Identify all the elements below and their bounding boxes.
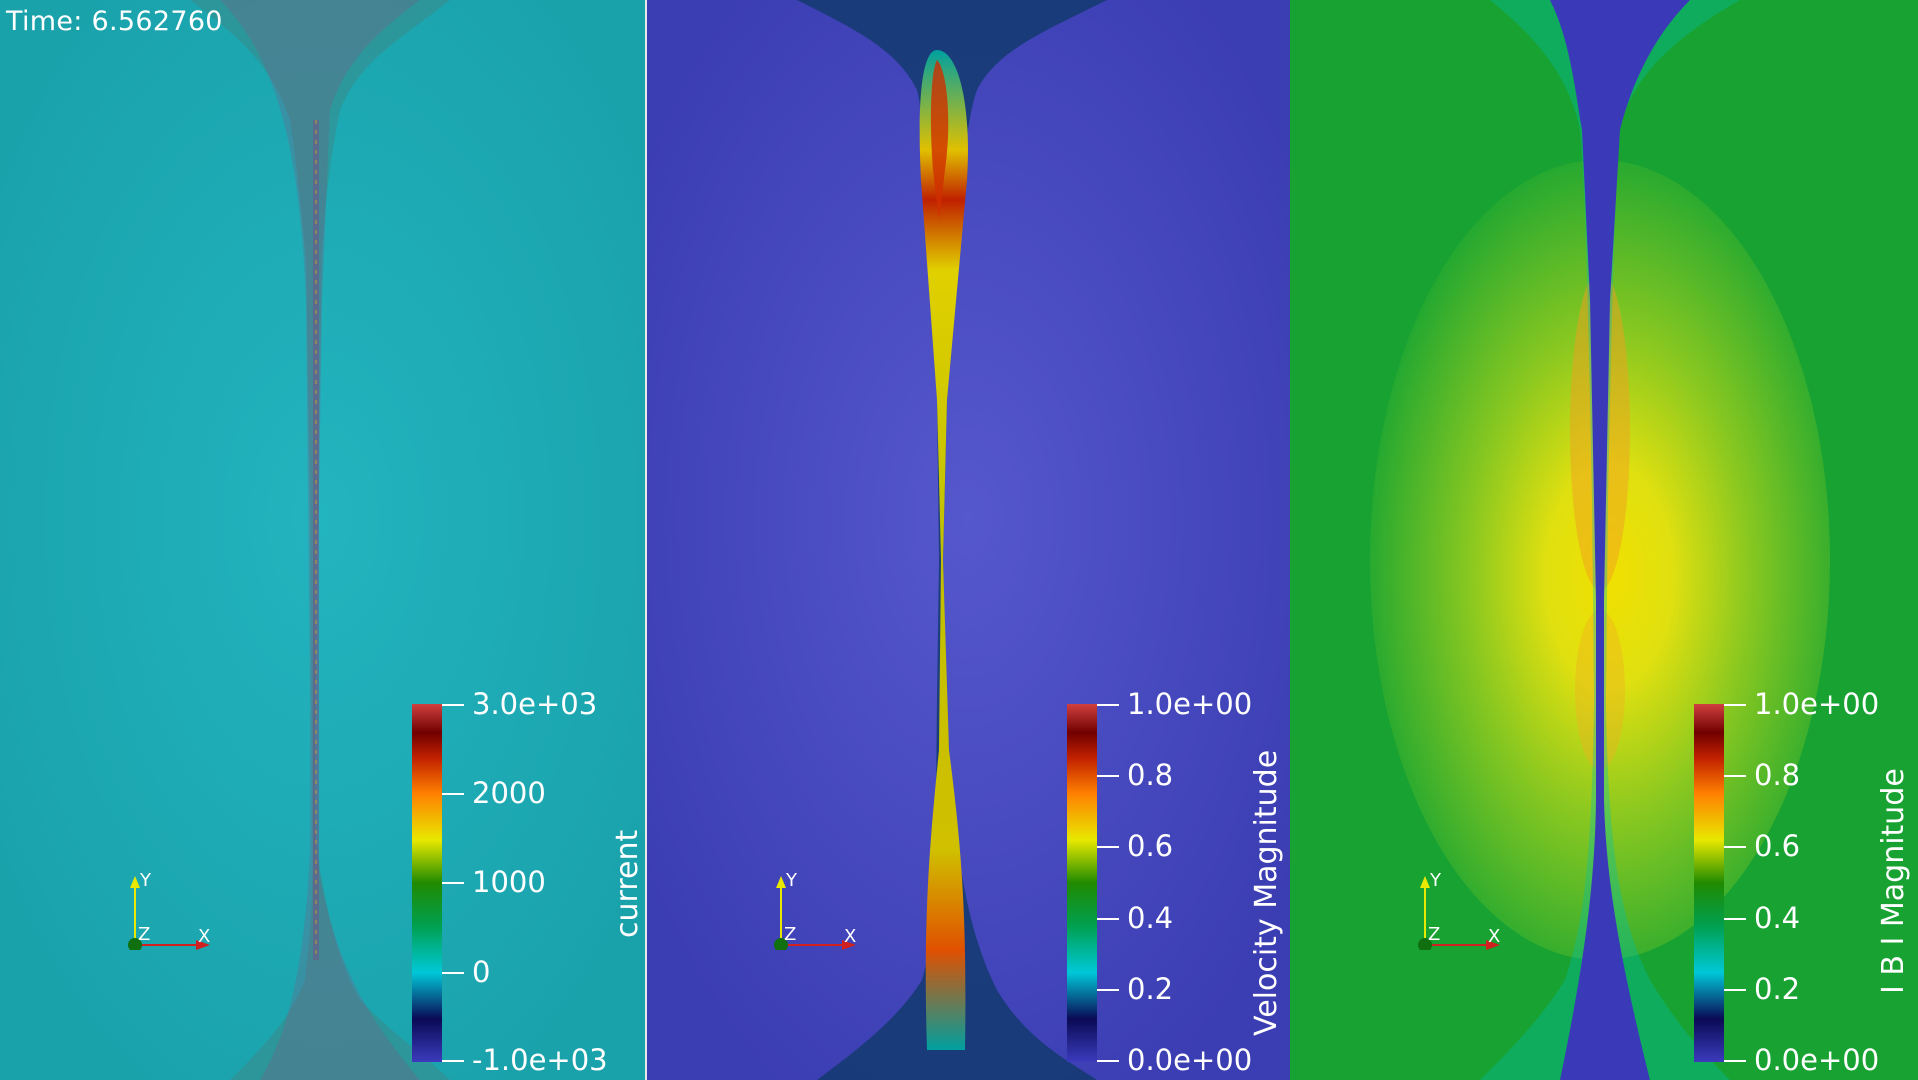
axis-y-label: Y: [140, 870, 151, 891]
orientation-axes: Y Z X: [764, 870, 857, 960]
bfield-viewport[interactable]: Y Z X: [1290, 0, 1918, 1080]
colorbar-gradient: [1694, 704, 1724, 1062]
colorbar-tick-label: 0.0e+00: [1127, 1043, 1253, 1077]
colorbar-tick-label: 0.4: [1754, 901, 1801, 935]
axis-x-label: X: [198, 926, 211, 947]
current-field-render: [0, 0, 645, 1080]
colorbar-tick-label: 0.8: [1127, 758, 1174, 792]
colorbar-gradient: [1067, 704, 1097, 1062]
colorbar-title: current: [610, 829, 645, 938]
axis-z-label: Z: [1428, 924, 1441, 945]
colorbar-tick-label: 1.0e+00: [1127, 687, 1253, 721]
axis-z-label: Z: [784, 924, 797, 945]
velocity-field-render: [647, 0, 1290, 1080]
colorbar-tick-label: 0.2: [1754, 972, 1801, 1006]
axes-triad-icon: [128, 876, 210, 952]
colorbar-title: Velocity Magnitude: [1249, 749, 1284, 1036]
colorbar-tick-label: 0.8: [1754, 758, 1801, 792]
colorbar-title: I B I Magnitude: [1876, 768, 1911, 994]
axes-triad-icon: [774, 876, 856, 952]
orientation-axes: Y Z X: [118, 870, 211, 960]
axis-y-label: Y: [1430, 870, 1441, 891]
colorbar-gradient: [412, 704, 442, 1062]
colorbar-tick-label: 0: [472, 955, 491, 989]
axes-triad-icon: [1418, 876, 1500, 952]
axis-x-label: X: [844, 926, 857, 947]
colorbar-tick-label: 1.0e+00: [1754, 687, 1880, 721]
colorbar-tick-label: 3.0e+03: [472, 687, 598, 721]
colorbar-tick-label: 0.4: [1127, 901, 1174, 935]
panel-divider: [645, 0, 647, 1080]
axis-x-label: X: [1488, 926, 1501, 947]
velocity-viewport[interactable]: Y Z X: [647, 0, 1290, 1080]
colorbar-tick-label: 2000: [472, 776, 546, 810]
orientation-axes: Y Z X: [1408, 870, 1501, 960]
colorbar-tick-label: 1000: [472, 865, 546, 899]
time-label: Time: 6.562760: [6, 6, 223, 37]
bfield-field-render: [1290, 0, 1918, 1080]
colorbar-tick-label: 0.6: [1127, 829, 1174, 863]
current-viewport[interactable]: Time: 6.562760 Y Z X: [0, 0, 645, 1080]
colorbar-tick-label: 0.0e+00: [1754, 1043, 1880, 1077]
axis-z-label: Z: [138, 924, 151, 945]
colorbar-tick-label: 0.6: [1754, 829, 1801, 863]
axis-y-label: Y: [786, 870, 797, 891]
colorbar-tick-label: -1.0e+03: [472, 1043, 608, 1077]
colorbar-tick-label: 0.2: [1127, 972, 1174, 1006]
